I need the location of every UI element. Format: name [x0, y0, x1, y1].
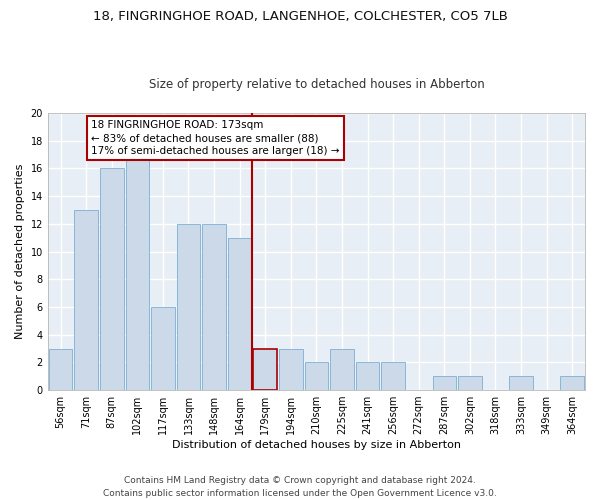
Bar — [330, 348, 354, 390]
Bar — [74, 210, 98, 390]
Bar — [560, 376, 584, 390]
Text: 18, FINGRINGHOE ROAD, LANGENHOE, COLCHESTER, CO5 7LB: 18, FINGRINGHOE ROAD, LANGENHOE, COLCHES… — [92, 10, 508, 23]
Bar — [458, 376, 482, 390]
Bar — [202, 224, 226, 390]
Bar — [382, 362, 405, 390]
Bar — [279, 348, 302, 390]
Bar — [433, 376, 456, 390]
Bar — [177, 224, 200, 390]
Bar — [151, 307, 175, 390]
Bar — [125, 154, 149, 390]
Bar — [253, 348, 277, 390]
Text: 18 FINGRINGHOE ROAD: 173sqm
← 83% of detached houses are smaller (88)
17% of sem: 18 FINGRINGHOE ROAD: 173sqm ← 83% of det… — [91, 120, 340, 156]
Text: Contains HM Land Registry data © Crown copyright and database right 2024.
Contai: Contains HM Land Registry data © Crown c… — [103, 476, 497, 498]
X-axis label: Distribution of detached houses by size in Abberton: Distribution of detached houses by size … — [172, 440, 461, 450]
Bar — [228, 238, 251, 390]
Title: Size of property relative to detached houses in Abberton: Size of property relative to detached ho… — [149, 78, 484, 91]
Bar — [49, 348, 73, 390]
Bar — [305, 362, 328, 390]
Bar — [100, 168, 124, 390]
Bar — [356, 362, 379, 390]
Bar — [509, 376, 533, 390]
Y-axis label: Number of detached properties: Number of detached properties — [15, 164, 25, 339]
